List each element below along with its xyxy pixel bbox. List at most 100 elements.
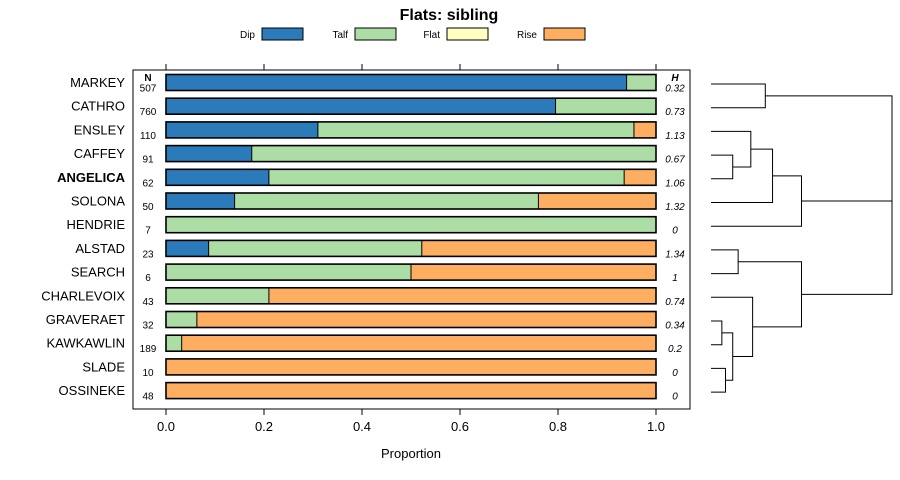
bar-row: SLADE 10 0 — [82, 358, 678, 379]
h-value: 0.32 — [665, 84, 685, 95]
row-label: CATHRO — [71, 99, 125, 114]
row-label: CAFFEY — [74, 146, 126, 161]
n-value: 6 — [145, 273, 151, 284]
row-label: SLADE — [82, 359, 125, 374]
x-tick-label: 0.4 — [353, 419, 371, 434]
h-value: 0.67 — [665, 155, 685, 166]
bar-segment-rise — [166, 358, 656, 375]
dendrogram-link — [711, 249, 739, 275]
bar-segment-dip — [166, 98, 556, 115]
x-tick-label: 0.0 — [157, 419, 175, 434]
bar-row: HENDRIE 7 0 — [66, 215, 678, 237]
bar-outline — [165, 239, 657, 258]
row-label: KAWKAWLIN — [47, 336, 126, 351]
dendrogram-link — [711, 83, 766, 109]
h-value: 1 — [672, 273, 678, 284]
bar-row: ENSLEY 110 1.13 — [74, 121, 685, 142]
bar-row: SOLONA 50 1.32 — [71, 192, 685, 213]
bar-segment-talf — [626, 74, 656, 91]
dendrogram-link — [738, 261, 802, 328]
dendrogram-link — [711, 296, 754, 358]
n-value: 48 — [142, 392, 154, 403]
bar-row: ANGELICA 62 1.06 — [57, 168, 685, 189]
bar-row: GRAVERAET 32 0.34 — [46, 310, 685, 332]
bar-segment-rise — [538, 193, 656, 209]
chart-title: Flats: sibling — [400, 7, 499, 24]
bar-row: CATHRO 760 0.73 — [71, 97, 685, 118]
h-value: 1.32 — [665, 202, 685, 213]
bar-segment-rise — [633, 121, 656, 138]
legend-swatch-talf — [354, 27, 397, 41]
bar-segment-rise — [268, 287, 656, 304]
row-label: MARKEY — [70, 75, 125, 90]
n-value: 91 — [142, 155, 154, 166]
bar-segment-talf — [251, 145, 656, 162]
h-value: 0.34 — [665, 321, 685, 332]
bar-segment-talf — [166, 264, 411, 281]
h-value: 1.13 — [665, 131, 685, 142]
n-value: 10 — [142, 368, 154, 379]
n-value: 507 — [140, 84, 157, 95]
h-column-header: H — [671, 73, 679, 84]
row-label: OSSINEKE — [59, 383, 126, 398]
legend-swatch-dip — [261, 27, 304, 41]
h-value: 0 — [672, 392, 678, 403]
row-label: CHARLEVOIX — [41, 288, 125, 303]
bar-outline — [165, 215, 657, 234]
row-label: SEARCH — [71, 265, 125, 280]
x-tick-label: 0.2 — [255, 419, 273, 434]
bar-segment-rise — [166, 382, 656, 399]
row-label: HENDRIE — [66, 217, 125, 232]
bar-segment-dip — [166, 240, 209, 257]
bar-row: CHARLEVOIX 43 0.74 — [41, 286, 685, 308]
bar-segment-rise — [181, 335, 656, 352]
dendrogram-link — [711, 320, 723, 346]
h-value: 0 — [672, 368, 678, 379]
row-label: ALSTAD — [75, 241, 125, 256]
bar-segment-talf — [555, 98, 656, 115]
bar-segment-dip — [166, 121, 318, 138]
n-value: 760 — [140, 107, 157, 118]
row-label: SOLONA — [71, 194, 126, 209]
bar-segment-rise — [196, 311, 656, 328]
bar-row: MARKEY 507 0.32 — [70, 73, 685, 95]
h-value: 1.34 — [665, 249, 685, 260]
bar-outline — [165, 381, 657, 400]
bar-row: KAWKAWLIN 189 0.2 — [47, 334, 682, 355]
n-value: 50 — [142, 202, 154, 213]
bar-outline — [165, 121, 657, 139]
bar-segment-dip — [166, 145, 252, 162]
bar-segment-rise — [411, 264, 656, 281]
dendrogram-link — [711, 367, 726, 393]
dendrogram-link — [711, 154, 734, 180]
h-value: 1.06 — [665, 178, 685, 189]
bar-segment-talf — [317, 121, 634, 138]
row-label: ENSLEY — [74, 122, 126, 137]
bar-segment-dip — [166, 193, 235, 209]
n-value: 189 — [140, 344, 157, 355]
x-tick-label: 0.8 — [549, 419, 567, 434]
bar-segment-talf — [166, 287, 269, 304]
bar-segment-rise — [421, 240, 656, 257]
n-value: 62 — [142, 178, 154, 189]
h-value: 0.74 — [665, 297, 685, 308]
bar-row: OSSINEKE 48 0 — [59, 381, 678, 403]
dendrogram — [711, 83, 893, 393]
bar-outline — [165, 263, 657, 281]
bar-outline — [165, 73, 657, 92]
bar-row: SEARCH 6 1 — [71, 263, 678, 284]
bar-segment-talf — [166, 216, 656, 233]
bar-outline — [165, 286, 657, 305]
h-value: 0.2 — [668, 344, 682, 355]
legend-label-flat: Flat — [423, 30, 440, 41]
dendrogram-link — [711, 148, 774, 203]
bar-outline — [165, 310, 657, 329]
bar-segment-talf — [208, 240, 422, 257]
legend-swatch-flat — [446, 27, 489, 41]
h-value: 0 — [672, 226, 678, 237]
legend: Dip Talf Flat Rise — [240, 27, 586, 41]
bar-row: ALSTAD 23 1.34 — [75, 239, 685, 260]
n-column-header: N — [144, 73, 151, 84]
row-label: GRAVERAET — [46, 312, 125, 327]
